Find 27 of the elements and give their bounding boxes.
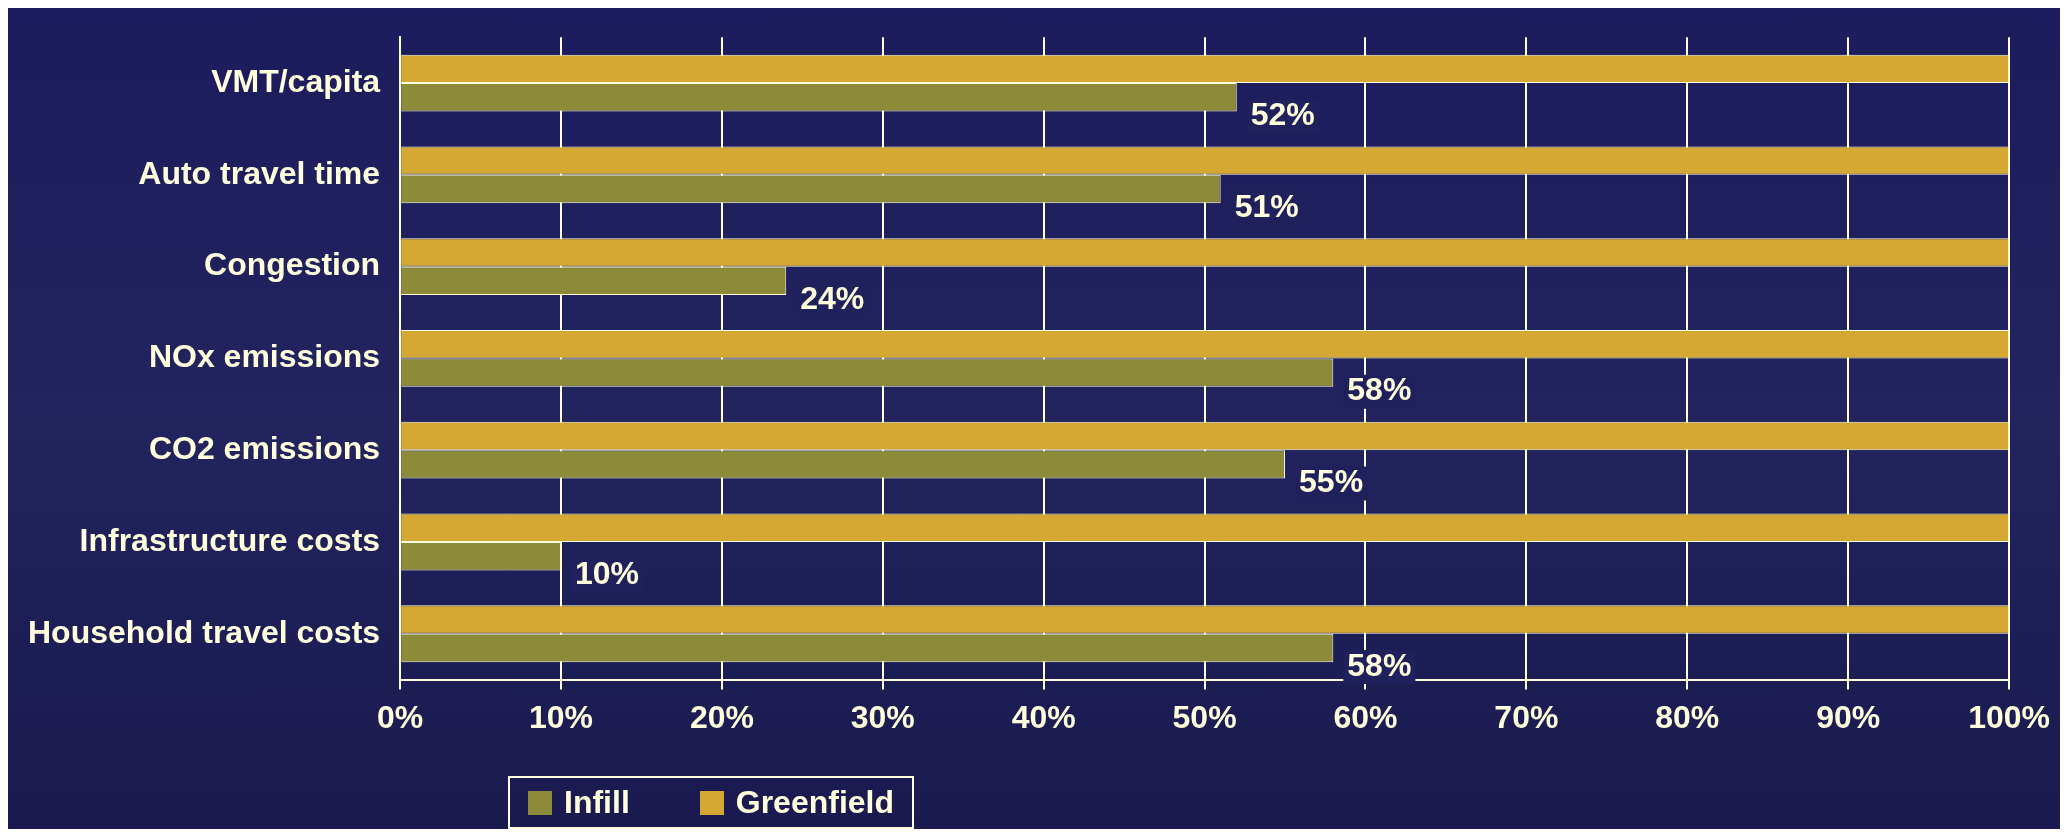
x-tick-label: 40% bbox=[1011, 698, 1076, 735]
x-tick-label: 20% bbox=[689, 698, 754, 735]
x-tick-label: 90% bbox=[1816, 698, 1881, 735]
y-tick-label: Auto travel time bbox=[138, 154, 381, 191]
x-tick-label: 70% bbox=[1494, 698, 1559, 735]
x-tick-label: 0% bbox=[376, 698, 424, 735]
data-label: 58% bbox=[1347, 646, 1412, 683]
data-label: 51% bbox=[1234, 187, 1299, 224]
data-label: 58% bbox=[1347, 371, 1412, 408]
data-label: 24% bbox=[800, 279, 865, 316]
y-tick-label: NOx emissions bbox=[148, 338, 381, 375]
legend-label: Greenfield bbox=[735, 784, 895, 821]
data-label: 52% bbox=[1250, 96, 1315, 133]
data-label: 55% bbox=[1299, 463, 1364, 500]
data-label: 10% bbox=[574, 555, 640, 591]
y-tick-label: Congestion bbox=[204, 246, 381, 283]
x-tick-label: 80% bbox=[1655, 698, 1720, 735]
y-tick-label: VMT/capita bbox=[211, 62, 381, 99]
y-tick-label: Infrastructure costs bbox=[79, 521, 381, 558]
x-tick-label: 30% bbox=[850, 698, 915, 735]
x-tick-label: 100% bbox=[1968, 698, 2050, 735]
legend-label: Infill bbox=[564, 784, 630, 821]
y-tick-label: Household travel costs bbox=[28, 613, 381, 650]
x-tick-label: 60% bbox=[1333, 698, 1398, 735]
x-tick-label: 10% bbox=[528, 698, 594, 735]
x-tick-label: 50% bbox=[1172, 698, 1237, 735]
y-tick-label: CO2 emissions bbox=[148, 430, 381, 466]
